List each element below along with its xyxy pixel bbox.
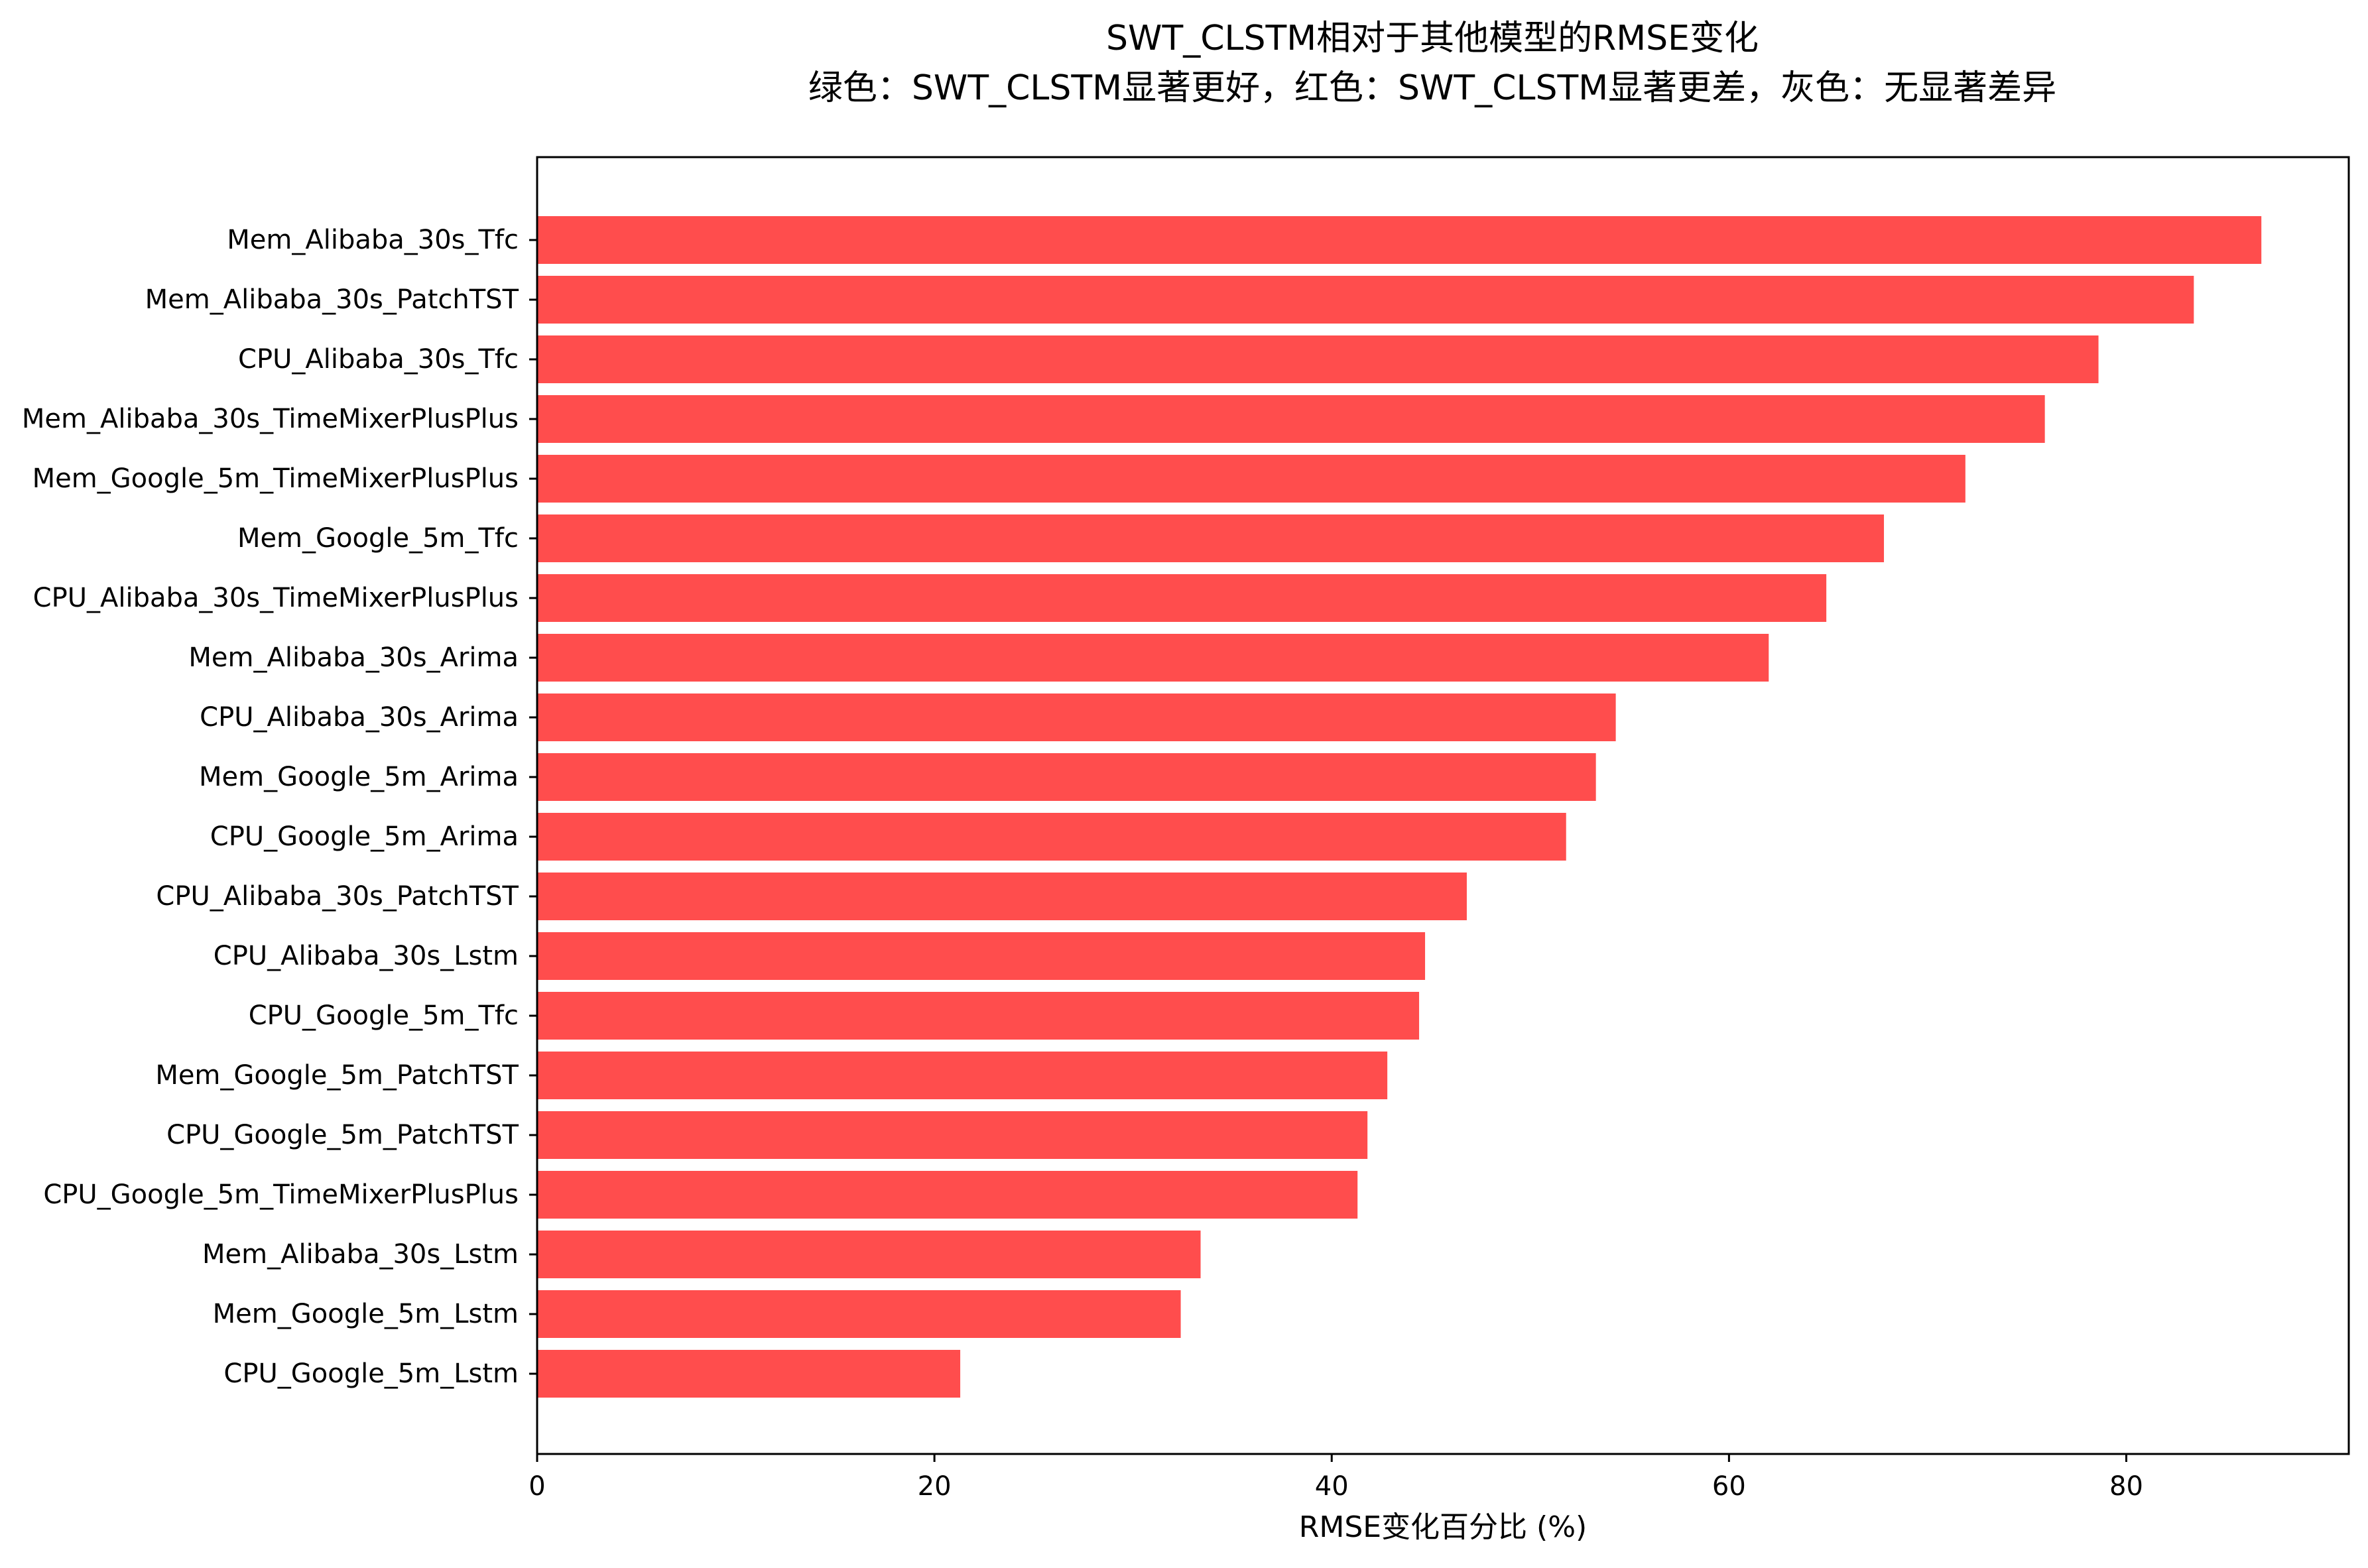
bar-Mem_Alibaba_30s_Arima bbox=[537, 634, 1769, 682]
category-label: Mem_Alibaba_30s_TimeMixerPlusPlus bbox=[22, 404, 519, 434]
bar-CPU_Google_5m_Arima bbox=[537, 813, 1566, 861]
bar-CPU_Alibaba_30s_Lstm bbox=[537, 932, 1426, 980]
bar-CPU_Google_5m_PatchTST bbox=[537, 1111, 1368, 1159]
category-label: CPU_Google_5m_Lstm bbox=[223, 1358, 519, 1389]
bar-CPU_Alibaba_30s_Arima bbox=[537, 694, 1616, 741]
x-axis-label: RMSE变化百分比 (%) bbox=[1299, 1510, 1587, 1544]
category-label: CPU_Alibaba_30s_PatchTST bbox=[156, 881, 519, 912]
category-label: Mem_Google_5m_Tfc bbox=[237, 523, 519, 554]
bar-CPU_Alibaba_30s_Tfc bbox=[537, 335, 2099, 383]
category-label: Mem_Google_5m_TimeMixerPlusPlus bbox=[32, 463, 519, 494]
category-labels-group: Mem_Alibaba_30s_Tfc Mem_Alibaba_30s_Patch… bbox=[22, 225, 537, 1389]
bar-Mem_Google_5m_PatchTST bbox=[537, 1052, 1388, 1099]
bar-Mem_Alibaba_30s_Tfc bbox=[537, 216, 2262, 264]
bar-Mem_Google_5m_Tfc bbox=[537, 514, 1885, 562]
category-label: Mem_Alibaba_30s_Tfc bbox=[227, 225, 519, 255]
category-label: Mem_Alibaba_30s_Lstm bbox=[202, 1239, 519, 1270]
bar-CPU_Google_5m_Tfc bbox=[537, 992, 1420, 1040]
chart-subtitle: 绿色：SWT_CLSTM显著更好，红色：SWT_CLSTM显著更差，灰色：无显著… bbox=[808, 68, 2056, 108]
plot-frame bbox=[536, 156, 2350, 1455]
bar-Mem_Alibaba_30s_TimeMixerPlusPlus bbox=[537, 395, 2045, 443]
category-label: Mem_Google_5m_Arima bbox=[199, 762, 519, 792]
x-tick-label: 40 bbox=[1315, 1471, 1349, 1502]
bar-Mem_Alibaba_30s_Lstm bbox=[537, 1231, 1201, 1278]
x-ticks-group: 0 20 40 60 80 bbox=[529, 1454, 2143, 1502]
x-tick-label: 20 bbox=[918, 1471, 952, 1502]
bar-CPU_Google_5m_Lstm bbox=[537, 1350, 961, 1398]
category-label: CPU_Google_5m_TimeMixerPlusPlus bbox=[43, 1179, 519, 1210]
x-tick-label: 80 bbox=[2109, 1471, 2143, 1502]
bar-Mem_Google_5m_Arima bbox=[537, 753, 1596, 801]
x-tick-label: 0 bbox=[529, 1471, 545, 1502]
bars-group bbox=[537, 216, 2262, 1398]
bar-CPU_Google_5m_TimeMixerPlusPlus bbox=[537, 1171, 1358, 1219]
category-label: CPU_Google_5m_Tfc bbox=[249, 1000, 519, 1031]
category-label: CPU_Google_5m_PatchTST bbox=[166, 1120, 519, 1150]
chart-title: SWT_CLSTM相对于其他模型的RMSE变化 bbox=[1106, 19, 1759, 58]
category-label: CPU_Alibaba_30s_Tfc bbox=[238, 344, 519, 375]
category-label: CPU_Google_5m_Arima bbox=[210, 821, 519, 852]
category-label: Mem_Alibaba_30s_PatchTST bbox=[145, 284, 519, 315]
bar-Mem_Google_5m_Lstm bbox=[537, 1290, 1181, 1338]
bar-CPU_Alibaba_30s_TimeMixerPlusPlus bbox=[537, 574, 1827, 622]
category-label: Mem_Google_5m_PatchTST bbox=[155, 1060, 519, 1091]
bar-Mem_Google_5m_TimeMixerPlusPlus bbox=[537, 455, 1965, 503]
x-tick-label: 60 bbox=[1712, 1471, 1746, 1502]
category-label: CPU_Alibaba_30s_Lstm bbox=[214, 941, 519, 971]
bar-CPU_Alibaba_30s_PatchTST bbox=[537, 873, 1467, 920]
category-label: CPU_Alibaba_30s_TimeMixerPlusPlus bbox=[33, 583, 519, 613]
category-label: Mem_Google_5m_Lstm bbox=[213, 1299, 519, 1329]
category-label: CPU_Alibaba_30s_Arima bbox=[200, 702, 519, 733]
bar-Mem_Alibaba_30s_PatchTST bbox=[537, 276, 2194, 324]
category-label: Mem_Alibaba_30s_Arima bbox=[188, 642, 519, 673]
